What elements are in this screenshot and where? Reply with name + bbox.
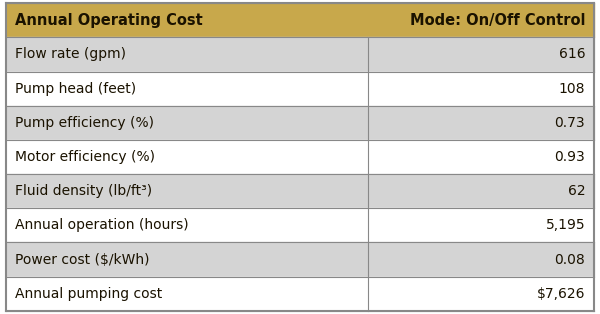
Text: $7,626: $7,626 xyxy=(536,287,585,301)
Text: Pump head (feet): Pump head (feet) xyxy=(15,82,136,96)
Text: 108: 108 xyxy=(559,82,585,96)
Bar xyxy=(6,277,368,311)
Bar xyxy=(6,72,368,106)
Text: 0.73: 0.73 xyxy=(554,116,585,130)
Bar xyxy=(368,208,594,242)
Bar xyxy=(6,106,368,140)
Text: 0.93: 0.93 xyxy=(554,150,585,164)
Bar xyxy=(368,72,594,106)
Bar xyxy=(368,242,594,277)
Text: Pump efficiency (%): Pump efficiency (%) xyxy=(15,116,154,130)
Bar xyxy=(368,37,594,72)
Text: Flow rate (gpm): Flow rate (gpm) xyxy=(15,47,126,62)
Text: 5,195: 5,195 xyxy=(545,218,585,232)
Text: Annual pumping cost: Annual pumping cost xyxy=(15,287,162,301)
Text: 62: 62 xyxy=(568,184,585,198)
Text: 616: 616 xyxy=(559,47,585,62)
Bar xyxy=(368,174,594,208)
Bar xyxy=(6,37,368,72)
Text: 0.08: 0.08 xyxy=(554,252,585,267)
Bar xyxy=(368,277,594,311)
Text: Annual operation (hours): Annual operation (hours) xyxy=(15,218,188,232)
Text: Fluid density (lb/ft³): Fluid density (lb/ft³) xyxy=(15,184,152,198)
Text: Annual Operating Cost: Annual Operating Cost xyxy=(15,13,203,28)
Bar xyxy=(6,174,368,208)
Bar xyxy=(6,140,368,174)
Text: Motor efficiency (%): Motor efficiency (%) xyxy=(15,150,155,164)
Text: Power cost ($/kWh): Power cost ($/kWh) xyxy=(15,252,149,267)
Bar xyxy=(368,140,594,174)
Bar xyxy=(368,106,594,140)
Text: Mode: On/Off Control: Mode: On/Off Control xyxy=(410,13,585,28)
Bar xyxy=(6,242,368,277)
Bar xyxy=(6,3,594,37)
Bar xyxy=(6,208,368,242)
